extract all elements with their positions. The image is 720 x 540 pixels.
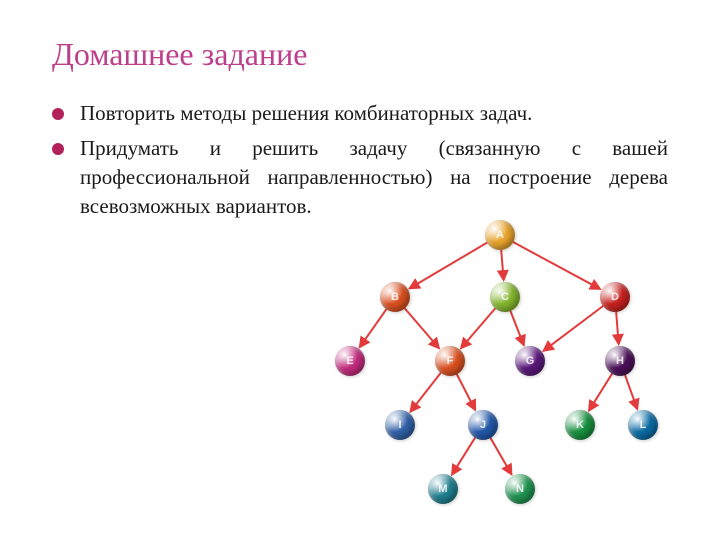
tree-node: J [468, 410, 498, 440]
tree-node: I [385, 410, 415, 440]
tree-node: H [605, 346, 635, 376]
tree-node: D [600, 282, 630, 312]
tree-diagram: A B C D E F G H I J K L M N [310, 210, 680, 520]
tree-node: F [435, 346, 465, 376]
bullet-item: Придумать и решить задачу (связанную с в… [52, 134, 668, 221]
bullet-item: Повторить методы решения комбинаторных з… [52, 99, 668, 128]
tree-node: C [490, 282, 520, 312]
tree-node: A [485, 220, 515, 250]
bullet-list: Повторить методы решения комбинаторных з… [52, 99, 668, 221]
tree-node: E [335, 346, 365, 376]
tree-node: G [515, 346, 545, 376]
tree-node: M [428, 474, 458, 504]
tree-node: N [505, 474, 535, 504]
tree-node: K [565, 410, 595, 440]
tree-node: L [628, 410, 658, 440]
tree-node: B [380, 282, 410, 312]
page-title: Домашнее задание [52, 36, 668, 73]
